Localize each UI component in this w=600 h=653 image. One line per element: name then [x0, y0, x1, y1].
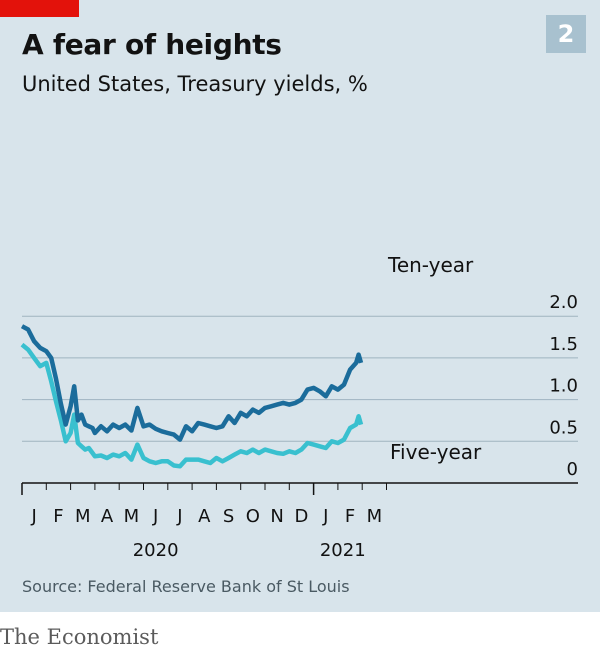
series-line-five-year	[20, 342, 364, 469]
month-label: J	[322, 506, 328, 527]
month-label: M	[367, 506, 383, 527]
month-label: M	[75, 506, 91, 527]
source-note: Source: Federal Reserve Bank of St Louis	[22, 577, 350, 596]
gridlines	[22, 315, 578, 442]
series-label-five-year: Five-year	[390, 440, 482, 464]
month-label: A	[101, 506, 114, 527]
y-tick-label: 0	[567, 459, 578, 480]
month-label: F	[345, 506, 355, 527]
publisher-logo: The Economist	[0, 625, 159, 649]
chart-panel	[0, 0, 600, 612]
month-label: M	[124, 506, 140, 527]
month-label: N	[270, 506, 283, 527]
series-labels: Ten-year Five-year	[387, 253, 482, 464]
y-axis-tick-labels: 0 0.5 1.0 1.5 2.0	[549, 292, 578, 480]
month-label: O	[246, 506, 260, 527]
y-tick-label: 0.5	[549, 417, 578, 438]
month-label: J	[152, 506, 158, 527]
y-tick-label: 1.0	[549, 376, 578, 397]
y-tick-label: 1.5	[549, 334, 578, 355]
month-label: S	[223, 506, 234, 527]
month-label: F	[53, 506, 63, 527]
series-label-ten-year: Ten-year	[387, 253, 474, 277]
year-label: 2020	[133, 540, 179, 561]
chart-subtitle: United States, Treasury yields, %	[22, 72, 368, 96]
month-label: J	[176, 506, 182, 527]
series-lines	[20, 324, 364, 469]
brand-red-tag	[0, 0, 79, 17]
chart-number-badge: 2	[546, 15, 586, 53]
year-label: 2021	[320, 540, 366, 561]
chart-title: A fear of heights	[22, 28, 282, 61]
month-label: A	[198, 506, 211, 527]
month-label: J	[30, 506, 36, 527]
series-line-ten-year	[20, 324, 364, 442]
y-tick-label: 2.0	[549, 292, 578, 313]
month-label: D	[295, 506, 309, 527]
